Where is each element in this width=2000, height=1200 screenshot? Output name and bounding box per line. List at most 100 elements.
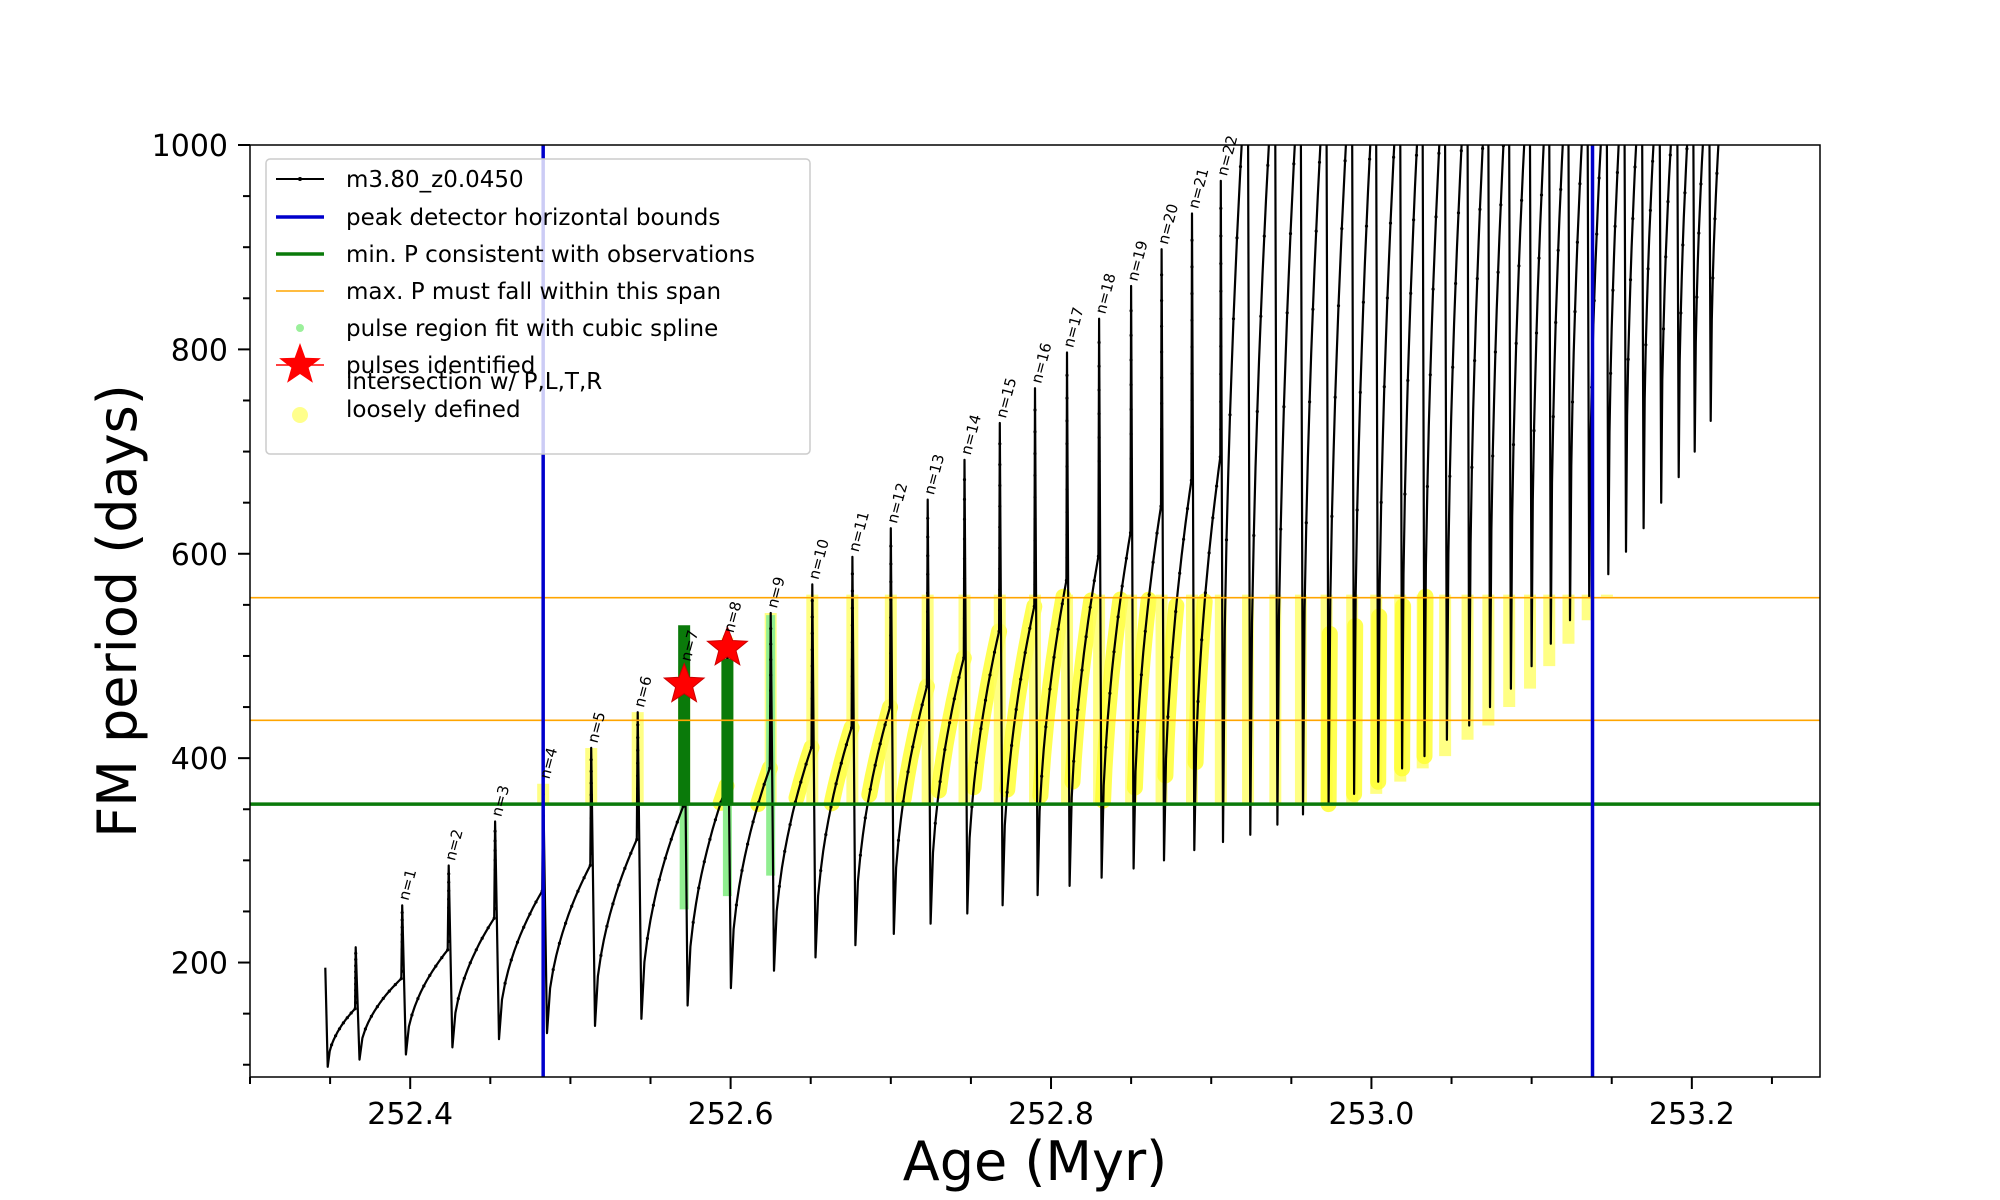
pulse-series-marker — [1641, 72, 1644, 75]
pulse-series-marker — [1311, 307, 1315, 311]
pulse-n-label: n=2 — [441, 827, 467, 862]
pulse-series-marker — [492, 916, 496, 920]
x-tick-label: 252.4 — [367, 1097, 453, 1132]
pulse-series-marker — [1409, 291, 1413, 295]
pulse-n-label: n=16 — [1027, 341, 1055, 385]
pulse-series-marker — [354, 957, 358, 962]
pulse-series-marker — [873, 763, 877, 767]
pulse-series-marker — [447, 939, 451, 944]
pulse-series-marker — [493, 839, 497, 843]
pulse-series-marker — [1005, 790, 1009, 794]
pulse-series-marker — [1586, 41, 1589, 44]
pulse-series-marker — [1092, 579, 1096, 583]
pulse-series-marker — [1724, 133, 1727, 136]
pulse-series-marker — [1211, 516, 1215, 520]
pulse-series-marker — [1421, 113, 1424, 116]
pulse-series-marker — [1368, 157, 1372, 161]
pulse-series-marker — [1508, 123, 1511, 126]
pulse-series-marker — [1658, 103, 1661, 106]
pulse-series-marker — [1676, 51, 1679, 54]
pulse-series-marker — [788, 823, 792, 827]
pulse-series-marker — [1076, 708, 1080, 712]
pulse-series-marker — [1325, 51, 1328, 54]
pulse-series-marker — [702, 860, 706, 864]
pulse-series-marker — [599, 953, 603, 958]
pulse-series-marker — [1056, 627, 1060, 631]
pulse-series-marker — [1695, 295, 1699, 299]
pulse-series-marker — [1398, 41, 1401, 44]
pulse-series-marker — [926, 628, 930, 633]
pulse-series-marker — [1551, 415, 1555, 419]
pulse-series-marker — [769, 673, 773, 677]
pulse-series-marker — [1375, 133, 1378, 136]
pulse-series-marker — [493, 887, 497, 891]
pulse-series-marker — [1508, 103, 1511, 106]
pulse-series-marker — [1508, 72, 1511, 75]
pulse-series-marker — [1299, 72, 1302, 75]
pulse-series-marker — [1262, 234, 1266, 238]
pulse-series-marker — [1724, 82, 1727, 85]
pulse-series-marker — [1653, 116, 1656, 119]
pulse-series-marker — [1189, 478, 1193, 482]
pulse-series-marker — [1351, 92, 1354, 95]
pulse-series-marker — [1116, 615, 1120, 619]
pulse-series-marker — [1351, 82, 1354, 85]
pulse-series-marker — [1418, 95, 1421, 98]
pulse-series-markers — [330, 41, 1727, 1047]
pulse-series-marker — [589, 781, 593, 785]
pulse-series-marker — [1605, 103, 1608, 106]
pulse-series-marker — [1641, 82, 1644, 85]
pulse-series-marker — [1724, 92, 1727, 95]
pulse-series-marker — [1487, 62, 1490, 65]
pulse-series-marker — [1033, 517, 1037, 521]
legend-label: m3.80_z0.0450 — [346, 167, 524, 193]
pulse-series-marker — [1325, 92, 1328, 95]
pulse-series-marker — [1567, 123, 1570, 126]
pulse-series-marker — [1128, 531, 1133, 535]
pulse-series-marker — [1088, 605, 1092, 609]
pulse-series-marker — [1466, 133, 1469, 136]
pulse-series-marker — [1711, 276, 1715, 280]
pulse-series-marker — [1459, 149, 1463, 153]
pulse-series-marker — [1556, 248, 1560, 252]
pulse-series-marker — [1673, 75, 1676, 78]
pulse-series-marker — [1528, 133, 1531, 136]
pulse-series-marker — [400, 933, 404, 937]
pulse-series-marker — [920, 703, 924, 707]
pulse-series-marker — [850, 674, 855, 679]
pulse-series-marker — [1033, 539, 1037, 543]
pulse-series-marker — [810, 599, 814, 603]
pulse-series-marker — [1296, 99, 1299, 102]
pulse-series-marker — [589, 816, 593, 820]
pulse-series-marker — [829, 805, 833, 809]
pulse-series-marker — [447, 931, 451, 935]
pulse-series-marker — [1581, 131, 1584, 134]
pulse-series-marker — [933, 821, 937, 825]
pulse-series-marker — [983, 698, 988, 702]
pulse-series-marker — [400, 955, 404, 959]
pulse-series-marker — [1375, 51, 1378, 54]
pulse-series-marker — [1448, 474, 1452, 478]
pulse-series-marker — [1160, 299, 1164, 303]
pulse-series-marker — [528, 912, 532, 916]
pulse-series-marker — [1641, 113, 1644, 116]
pulse-series-marker — [1658, 113, 1661, 116]
pulse-series-marker — [962, 577, 967, 581]
pulse-series-marker — [1219, 262, 1223, 266]
pulse-series-marker — [1567, 72, 1570, 75]
legend-entry: m3.80_z0.0450 — [276, 167, 524, 193]
pulse-series-marker — [962, 636, 967, 640]
pulse-series-marker — [1065, 396, 1069, 400]
pulse-series-marker — [623, 866, 627, 871]
pulse-series-marker — [1658, 62, 1661, 65]
pulse-series-marker — [1676, 123, 1679, 126]
pulse-series-marker — [810, 615, 814, 619]
pulse-series-marker — [387, 989, 391, 993]
pulse-series-marker — [1443, 41, 1446, 44]
pulse-series-marker — [493, 858, 497, 862]
pulse-n-label: n=6 — [630, 674, 656, 709]
pulse-series-marker — [1600, 127, 1603, 130]
pulse-series-marker — [1692, 133, 1695, 136]
pulse-series-marker — [1444, 103, 1447, 106]
pulse-series-marker — [1671, 112, 1674, 115]
